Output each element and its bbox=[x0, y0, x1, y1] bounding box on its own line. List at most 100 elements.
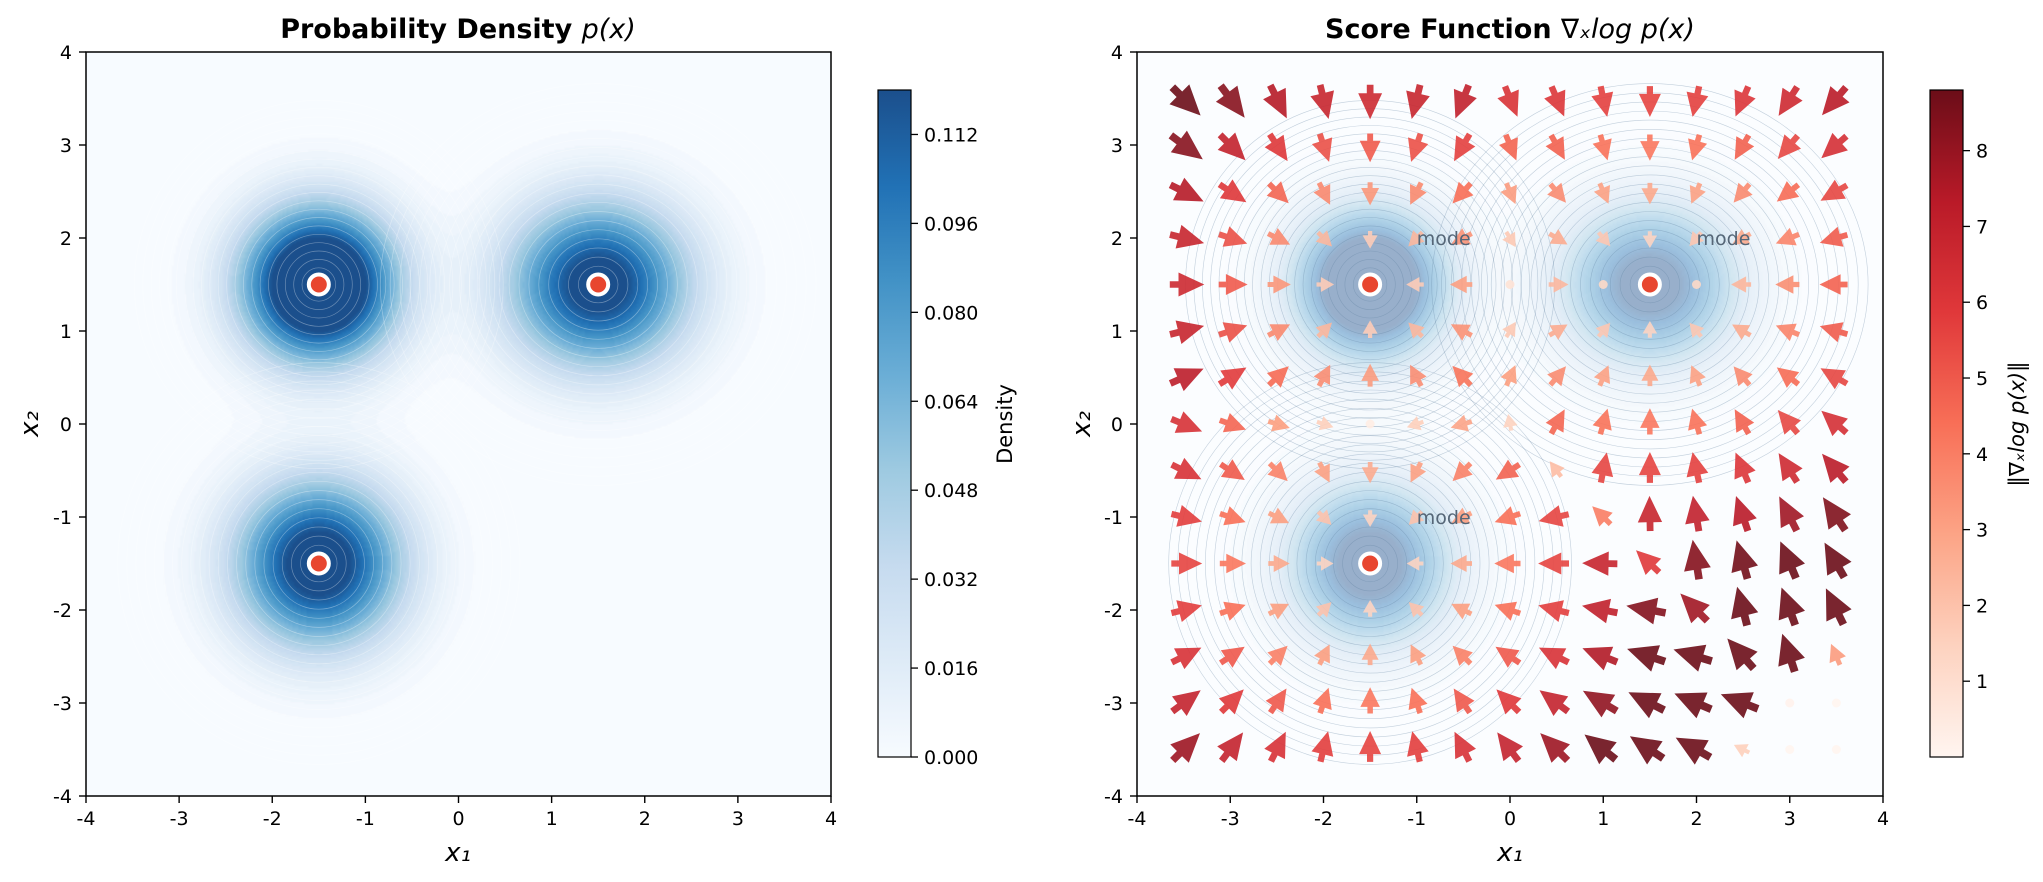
score-arrows bbox=[1168, 83, 1852, 765]
score-arrow bbox=[1731, 540, 1758, 580]
y-tick-label: -3 bbox=[53, 693, 72, 715]
contour-line bbox=[379, 83, 817, 486]
score-arrow bbox=[1361, 643, 1379, 666]
density-colorbar-label: Density bbox=[993, 384, 1017, 464]
score-arrow bbox=[1822, 453, 1850, 484]
score-arrow bbox=[1775, 323, 1800, 342]
score-arrow bbox=[1732, 229, 1752, 245]
score-arrow bbox=[1170, 411, 1203, 433]
score-arrow bbox=[1640, 134, 1660, 161]
contour-line bbox=[150, 116, 487, 453]
contour-line bbox=[1259, 453, 1481, 674]
score-arrow bbox=[1593, 365, 1610, 387]
contour-line bbox=[201, 166, 437, 403]
score-arrow bbox=[1365, 419, 1375, 429]
mode-label: mode bbox=[1697, 228, 1751, 250]
contour-line bbox=[291, 535, 347, 592]
density-title: Probability Density p(x) bbox=[280, 14, 636, 45]
score-arrow bbox=[1359, 731, 1382, 762]
score-arrow bbox=[1822, 497, 1851, 533]
score-arrow bbox=[1410, 181, 1427, 205]
score-arrow bbox=[1313, 364, 1331, 388]
x-tick-label: 2 bbox=[1690, 808, 1702, 830]
contour-line bbox=[268, 233, 370, 336]
contour-line bbox=[172, 417, 466, 710]
score-arrow bbox=[1452, 461, 1473, 482]
contour-line bbox=[1294, 208, 1446, 361]
score-arrow bbox=[1825, 588, 1852, 627]
contour-line bbox=[1314, 508, 1426, 619]
x-tick-label: -3 bbox=[170, 808, 189, 830]
score-arrow bbox=[1495, 459, 1521, 480]
score-arrow bbox=[1316, 509, 1332, 525]
mode-marker bbox=[1358, 551, 1383, 576]
score-arrow bbox=[1218, 322, 1248, 343]
x-tick-label: 3 bbox=[1784, 808, 1796, 830]
score-arrow bbox=[1407, 731, 1429, 763]
score-arrow bbox=[1641, 364, 1659, 387]
score-arrow bbox=[1361, 462, 1379, 484]
score-arrow bbox=[1640, 408, 1660, 435]
contour-line bbox=[144, 389, 493, 738]
score-arrow bbox=[1453, 83, 1477, 119]
score-arrow bbox=[1686, 452, 1709, 484]
contour-line bbox=[1214, 407, 1527, 719]
contour-line bbox=[245, 490, 393, 637]
score-arrow bbox=[1218, 689, 1244, 715]
score-arrow bbox=[1540, 733, 1571, 763]
score-arrow bbox=[1170, 457, 1202, 480]
score-arrow bbox=[1779, 496, 1804, 533]
contour-line bbox=[209, 175, 429, 394]
score-arrow bbox=[1548, 324, 1568, 340]
score-arrow bbox=[1219, 506, 1246, 526]
x-tick-label: 1 bbox=[546, 808, 558, 830]
score-arrow bbox=[1538, 600, 1570, 622]
contour-line bbox=[117, 362, 521, 765]
contour-line bbox=[301, 267, 336, 302]
score-mode-labels: mode mode mode bbox=[1417, 228, 1751, 529]
score-arrow bbox=[1267, 603, 1289, 620]
score-colorbar-label: ‖∇ₓlog p(x)‖ bbox=[2005, 361, 2030, 486]
contour-line bbox=[226, 192, 412, 377]
contour-line bbox=[243, 208, 395, 361]
contour-line bbox=[1342, 535, 1398, 592]
score-arrow bbox=[1674, 692, 1713, 719]
mode-marker bbox=[586, 272, 611, 297]
score-arrow bbox=[1545, 133, 1565, 160]
contour-line bbox=[1168, 362, 1572, 765]
score-arrow bbox=[1219, 601, 1246, 621]
contour-line bbox=[488, 183, 708, 386]
score-arrow bbox=[1408, 602, 1425, 618]
score-arrow bbox=[1598, 280, 1608, 289]
score-arrow bbox=[1215, 83, 1245, 118]
contour-line bbox=[1580, 220, 1720, 349]
contour-line bbox=[1570, 211, 1730, 358]
contour-line bbox=[568, 256, 629, 313]
score-arrow bbox=[1688, 134, 1708, 161]
score-arrow bbox=[1689, 322, 1705, 338]
contour-line bbox=[126, 371, 512, 756]
score-arrow bbox=[1267, 645, 1288, 666]
score-arrow bbox=[1217, 132, 1246, 161]
y-tick-label: -1 bbox=[1104, 507, 1123, 529]
contour-line bbox=[293, 259, 345, 310]
score-arrow bbox=[1267, 275, 1291, 294]
score-arrow bbox=[1410, 364, 1427, 388]
score-arrow bbox=[1821, 132, 1849, 159]
score-arrow bbox=[1642, 321, 1658, 338]
contour-line bbox=[449, 147, 748, 422]
score-arrow bbox=[1595, 231, 1611, 247]
score-arrow bbox=[1452, 181, 1474, 204]
contour-line bbox=[429, 128, 767, 441]
score-arrow bbox=[1595, 322, 1611, 338]
contour-line bbox=[184, 150, 454, 419]
score-arrow bbox=[1734, 133, 1755, 160]
contour-line bbox=[281, 526, 356, 601]
score-y-ticks: -4 -3 -2 -1 0 1 2 3 4 bbox=[1104, 42, 1137, 808]
contour-line bbox=[167, 133, 471, 436]
score-arrow bbox=[1168, 368, 1204, 392]
score-x-ticks: -4 -3 -2 -1 0 1 2 3 4 bbox=[1128, 796, 1889, 830]
contour-line bbox=[1305, 499, 1435, 628]
y-tick-label: -4 bbox=[1104, 786, 1123, 808]
